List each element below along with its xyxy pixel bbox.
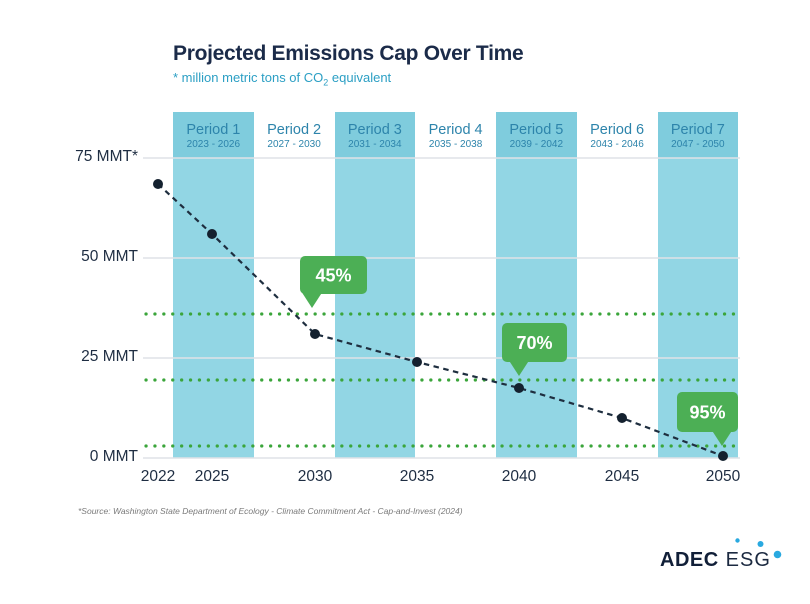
badge-95%: 95% xyxy=(677,392,738,446)
data-point-2050 xyxy=(718,451,728,461)
data-point-2040 xyxy=(514,383,524,393)
chart-title: Projected Emissions Cap Over Time xyxy=(173,42,524,65)
period-range: 2023 - 2026 xyxy=(186,138,241,150)
y-axis-label: 50 MMT xyxy=(81,248,138,265)
logo-adec-text: ADEC xyxy=(660,549,719,571)
badge-pointer xyxy=(301,291,323,308)
x-axis-label: 2045 xyxy=(604,468,640,485)
period-name: Period 2 xyxy=(267,121,322,138)
badge-percent-label: 70% xyxy=(516,333,552,353)
subtitle-text-tail: equivalent xyxy=(328,70,392,85)
data-point-2030 xyxy=(310,329,320,339)
period-header-7: Period 7 2047 - 2050 xyxy=(657,112,739,158)
data-point-2035 xyxy=(412,357,422,367)
badge-pointer xyxy=(711,429,733,446)
data-point-2045 xyxy=(617,413,627,423)
period-range: 2031 - 2034 xyxy=(348,138,402,150)
period-header-1: Period 1 2023 - 2026 xyxy=(173,112,254,158)
badge-box xyxy=(502,323,567,362)
period-name: Period 7 xyxy=(670,121,725,138)
data-point-2022 xyxy=(153,179,163,189)
badge-box xyxy=(677,392,738,432)
x-axis-label: 2030 xyxy=(297,468,333,485)
chart-subtitle: * million metric tons of CO2 equivalent xyxy=(173,70,391,88)
period-name: Period 4 xyxy=(428,121,483,138)
period-range: 2039 - 2042 xyxy=(509,138,564,150)
period-name: Period 6 xyxy=(590,121,645,138)
badge-70%: 70% xyxy=(502,323,567,376)
badge-box xyxy=(300,256,367,294)
y-axis-label: 25 MMT xyxy=(81,348,138,365)
period-header-4: Period 4 2035 - 2038 xyxy=(415,112,496,158)
period-header-2: Period 2 2027 - 2030 xyxy=(254,112,335,158)
logo-dot-1 xyxy=(735,538,740,543)
adec-esg-logo: ADEC ESG xyxy=(660,549,771,572)
badge-percent-label: 95% xyxy=(689,403,725,423)
x-axis-label: 2050 xyxy=(705,468,741,485)
badge-45%: 45% xyxy=(300,256,367,308)
period-name: Period 5 xyxy=(509,121,564,138)
source-note: *Source: Washington State Department of … xyxy=(78,506,463,516)
period-name: Period 3 xyxy=(347,121,402,138)
period-header-5: Period 5 2039 - 2042 xyxy=(496,112,577,158)
logo-esg-text: ESG xyxy=(725,549,771,571)
x-axis-label: 2040 xyxy=(501,468,537,485)
subtitle-subscript: 2 xyxy=(323,77,329,88)
x-axis-label: 2022 xyxy=(140,468,176,485)
logo-dot-2 xyxy=(757,541,764,547)
period-range: 2027 - 2030 xyxy=(267,138,321,150)
x-axis-label: 2025 xyxy=(194,468,230,485)
badge-pointer xyxy=(508,359,530,376)
y-axis-label: 75 MMT* xyxy=(75,148,138,165)
period-name: Period 1 xyxy=(186,121,241,138)
period-range: 2035 - 2038 xyxy=(428,138,483,150)
period-range: 2047 - 2050 xyxy=(671,138,725,150)
period-header-6: Period 6 2043 - 2046 xyxy=(577,112,658,158)
subtitle-text: * million metric tons of CO xyxy=(173,70,324,85)
logo-dot-3 xyxy=(773,550,782,559)
period-header-3: Period 3 2031 - 2034 xyxy=(334,112,416,158)
data-point-2025 xyxy=(207,229,217,239)
x-axis-label: 2035 xyxy=(399,468,435,485)
badge-percent-label: 45% xyxy=(315,266,351,286)
period-range: 2043 - 2046 xyxy=(590,138,644,150)
period-band-1 xyxy=(173,112,254,458)
y-axis-label: 0 MMT xyxy=(89,448,138,465)
